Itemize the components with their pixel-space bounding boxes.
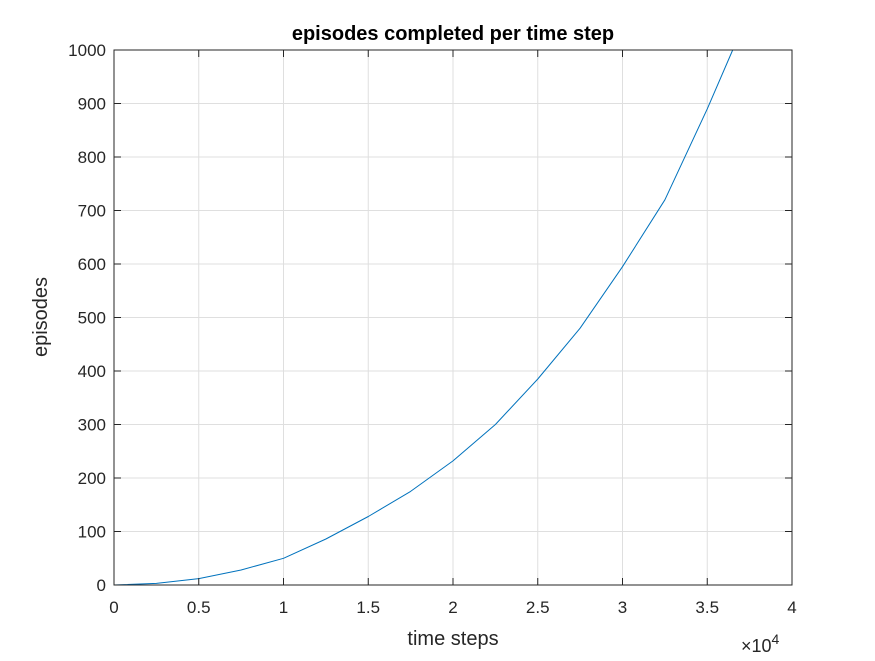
x-tick-label: 0 <box>109 598 118 617</box>
y-tick-label: 500 <box>78 309 106 328</box>
x-tick-label: 2 <box>448 598 457 617</box>
x-tick-labels: 0 0.5 1 1.5 2 2.5 3 3.5 4 <box>109 598 796 617</box>
series <box>113 49 734 586</box>
y-tick-label: 800 <box>78 148 106 167</box>
x-exponent-power: 4 <box>772 631 780 647</box>
x-tick-label: 4 <box>787 598 796 617</box>
grid <box>114 50 792 585</box>
x-axis-label: time steps <box>407 628 498 650</box>
y-tick-label: 400 <box>78 362 106 381</box>
y-tick-label: 600 <box>78 255 106 274</box>
x-tick-label: 1.5 <box>356 598 380 617</box>
y-tick-label: 0 <box>97 576 106 595</box>
x-tick-label: 1 <box>279 598 288 617</box>
x-exponent-label: ×104 <box>741 631 780 656</box>
x-tick-label: 0.5 <box>187 598 211 617</box>
y-axis-label: episodes <box>30 277 52 357</box>
y-tick-label: 900 <box>78 95 106 114</box>
chart-title: episodes completed per time step <box>292 23 614 45</box>
x-tick-label: 3.5 <box>695 598 719 617</box>
series-line <box>113 49 734 586</box>
y-tick-labels: 0 100 200 300 400 500 600 700 800 900 1000 <box>68 41 106 595</box>
x-tick-label: 2.5 <box>526 598 550 617</box>
y-tick-label: 700 <box>78 202 106 221</box>
ticks <box>113 49 793 586</box>
y-tick-label: 1000 <box>68 41 106 60</box>
y-tick-label: 100 <box>78 523 106 542</box>
y-tick-label: 200 <box>78 469 106 488</box>
y-tick-label: 300 <box>78 416 106 435</box>
x-tick-label: 3 <box>618 598 627 617</box>
